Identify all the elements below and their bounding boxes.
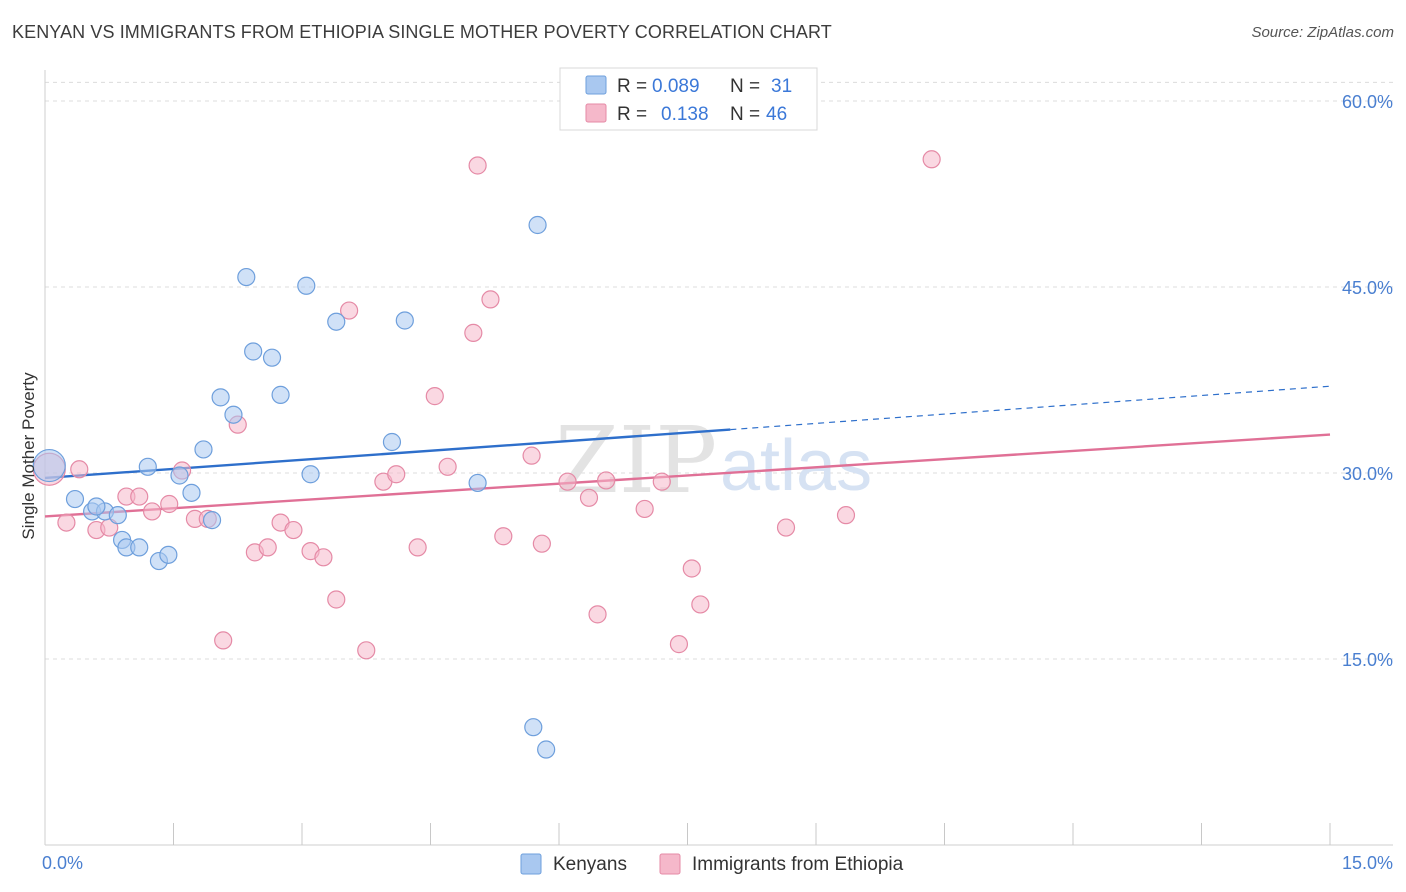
data-point-kenyans — [108, 506, 127, 525]
series-legend-label-kenyans: Kenyans — [553, 854, 627, 875]
data-point-ethiopia — [258, 538, 277, 557]
data-point-ethiopia — [357, 641, 376, 660]
data-point-ethiopia — [532, 534, 551, 553]
y-tick-label: 15.0% — [1342, 650, 1393, 670]
series-legend-swatch-kenyans — [520, 853, 542, 875]
data-point-ethiopia — [597, 471, 616, 490]
legend-r-value-ethiopia: 0.138 — [661, 104, 709, 125]
data-point-ethiopia — [691, 595, 710, 614]
series-legend: Kenyans Immigrants from Ethiopia — [520, 853, 904, 875]
watermark-zip: ZIP — [555, 407, 717, 514]
data-point-kenyans — [194, 440, 213, 459]
data-point-kenyans — [244, 342, 263, 361]
data-point-ethiopia — [284, 520, 303, 540]
x-tick-label-min: 0.0% — [42, 853, 83, 873]
data-point-kenyans — [395, 311, 414, 330]
axes — [44, 70, 1393, 846]
y-tick-label: 30.0% — [1342, 464, 1393, 484]
data-point-ethiopia — [214, 631, 233, 650]
data-point-ethiopia — [481, 290, 500, 309]
data-point-kenyans — [301, 465, 320, 484]
data-point-ethiopia — [327, 590, 346, 609]
data-point-ethiopia — [776, 518, 796, 537]
legend-n-label-kenyans: N = — [730, 76, 760, 97]
data-point-kenyans — [32, 448, 66, 483]
grid-lines — [45, 81, 1393, 660]
data-point-kenyans — [65, 489, 85, 509]
trend-line-kenyans — [44, 428, 731, 480]
data-point-kenyans — [237, 267, 256, 287]
data-point-ethiopia — [57, 513, 76, 532]
data-point-ethiopia — [579, 488, 599, 507]
chart-title: KENYAN VS IMMIGRANTS FROM ETHIOPIA SINGL… — [12, 22, 832, 42]
data-point-kenyans — [138, 457, 157, 476]
data-point-ethiopia — [130, 487, 149, 506]
legend-r-value-kenyans: 0.089 — [652, 76, 700, 97]
trend-lines — [44, 385, 1331, 518]
data-point-kenyans — [159, 545, 178, 564]
x-tick-label-max: 15.0% — [1342, 853, 1393, 873]
data-point-ethiopia — [682, 559, 701, 578]
data-point-ethiopia — [558, 472, 577, 491]
data-point-ethiopia — [340, 301, 359, 320]
data-point-ethiopia — [588, 605, 607, 624]
data-point-ethiopia — [387, 465, 406, 484]
data-points — [32, 150, 941, 759]
data-point-ethiopia — [160, 494, 179, 514]
data-point-kenyans — [327, 312, 346, 331]
data-point-ethiopia — [635, 499, 654, 519]
data-point-ethiopia — [142, 502, 162, 521]
data-point-kenyans — [297, 276, 316, 295]
data-point-kenyans — [468, 473, 487, 493]
legend-n-value-ethiopia: 46 — [766, 104, 787, 125]
data-point-ethiopia — [425, 387, 444, 406]
legend-swatch-kenyans — [585, 75, 607, 95]
data-point-ethiopia — [652, 472, 671, 491]
trend-line-ethiopia — [44, 433, 1331, 518]
data-point-ethiopia — [836, 506, 856, 525]
y-tick-label: 45.0% — [1342, 278, 1393, 298]
data-point-ethiopia — [522, 446, 541, 465]
data-point-ethiopia — [408, 538, 427, 557]
data-point-ethiopia — [468, 156, 487, 175]
legend-r-label-kenyans: R = — [617, 76, 647, 97]
data-point-kenyans — [130, 538, 149, 557]
trend-line-extension-kenyans — [730, 385, 1331, 431]
data-point-ethiopia — [669, 635, 689, 654]
data-point-kenyans — [524, 718, 543, 737]
y-tick-labels: 15.0% 30.0% 45.0% 60.0% — [1342, 92, 1393, 670]
legend-swatch-ethiopia — [585, 103, 607, 123]
data-point-ethiopia — [922, 150, 941, 169]
data-point-kenyans — [211, 388, 230, 407]
legend-n-value-kenyans: 31 — [771, 76, 792, 97]
y-tick-label: 60.0% — [1342, 92, 1393, 112]
series-legend-swatch-ethiopia — [659, 853, 681, 875]
data-point-ethiopia — [494, 527, 513, 546]
data-point-ethiopia — [314, 548, 333, 567]
series-legend-label-ethiopia: Immigrants from Ethiopia — [692, 854, 904, 875]
legend-n-label-ethiopia: N = — [730, 104, 760, 125]
data-point-ethiopia — [438, 457, 457, 476]
source-credit: Source: ZipAtlas.com — [1251, 24, 1394, 41]
correlation-legend: R = 0.089 N = 31 R = 0.138 N = 46 — [559, 67, 818, 131]
data-point-kenyans — [87, 497, 106, 516]
data-point-kenyans — [382, 432, 402, 452]
data-point-kenyans — [170, 466, 189, 485]
data-point-kenyans — [271, 385, 290, 404]
data-point-kenyans — [202, 511, 222, 530]
data-point-ethiopia — [464, 323, 483, 342]
data-point-kenyans — [224, 405, 243, 424]
legend-r-label-ethiopia: R = — [617, 104, 647, 125]
data-point-kenyans — [528, 215, 547, 235]
data-point-kenyans — [182, 483, 201, 502]
y-axis-title: Single Mother Poverty — [19, 372, 38, 540]
data-point-kenyans — [537, 740, 556, 759]
data-point-ethiopia — [70, 460, 89, 479]
data-point-kenyans — [262, 348, 282, 367]
